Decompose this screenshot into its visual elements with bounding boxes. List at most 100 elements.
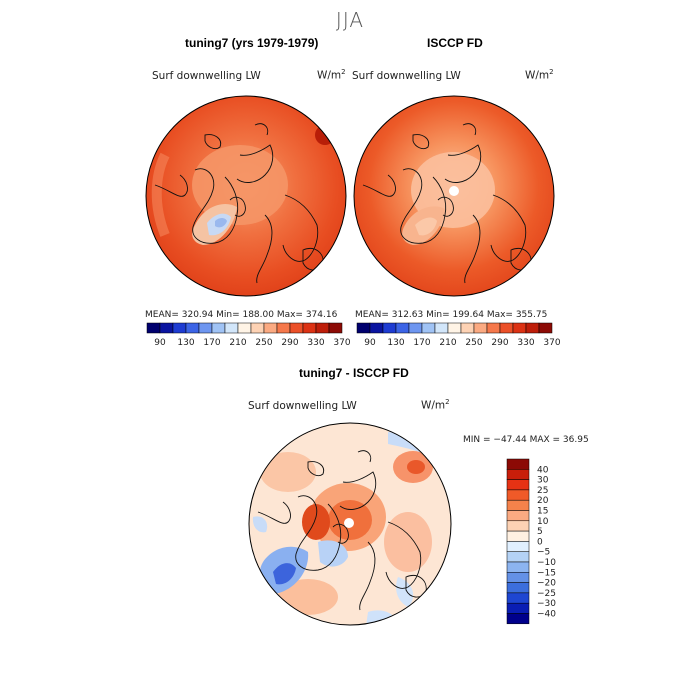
colorbar-tick-label: 130 [177,338,194,348]
colorbar-swatch [172,322,187,334]
panel2-stats: MEAN= 312.63 Min= 199.64 Max= 355.75 [355,310,548,320]
panel2-units: W/m2 [525,68,554,82]
colorbar-swatch [506,541,530,552]
colorbar-swatch [224,322,239,334]
colorbar-swatch [250,322,265,334]
diff-title: tuning7 - ISCCP FD [299,366,409,380]
panel1-colorbar: 90 130 170 210 250 290 330 370 [146,322,351,348]
colorbar-swatch [263,322,278,334]
colorbar-tick-label: 15 [537,507,548,517]
colorbar-tick-label: 250 [255,338,272,348]
colorbar-swatch [315,322,330,334]
colorbar-swatch [473,322,488,334]
panel2-title: ISCCP FD [427,36,483,50]
colorbar-tick-label: 0 [537,537,543,547]
colorbar-swatch [506,458,530,470]
colorbar-swatch [506,582,530,594]
colorbar-tick-label: 370 [543,338,560,348]
colorbar-swatch [486,322,501,334]
colorbar-tick-label: 40 [537,465,549,475]
panel2-colorbar-labels: 90 130 170 210 250 290 330 370 [364,338,561,348]
panel2-colorbar-boxes [356,322,553,334]
panel2-map [353,95,555,297]
diff-field-label: Surf downwelling LW [248,400,357,412]
colorbar-tick-label: 170 [203,338,220,348]
colorbar-tick-label: −30 [537,599,556,609]
panel2-pole-hole [449,186,459,196]
colorbar-tick-label: 290 [281,338,298,348]
colorbar-swatch [289,322,304,334]
colorbar-swatch [382,322,397,334]
colorbar-swatch [395,322,410,334]
panel2-colorbar: 90 130 170 210 250 290 330 370 [356,322,561,348]
colorbar-swatch [506,613,530,625]
colorbar-swatch [447,322,462,334]
colorbar-tick-label: 5 [537,527,543,537]
colorbar-tick-label: 90 [364,338,376,348]
colorbar-swatch [460,322,475,334]
colorbar-tick-label: 90 [154,338,166,348]
colorbar-swatch [499,322,514,334]
colorbar-swatch [525,322,540,334]
colorbar-swatch [506,530,530,542]
panel1-title: tuning7 (yrs 1979-1979) [185,36,319,50]
colorbar-tick-label: 170 [413,338,430,348]
colorbar-swatch [159,322,174,334]
colorbar-swatch [506,499,530,511]
panel1-stats: MEAN= 320.94 Min= 188.00 Max= 374.16 [145,310,338,320]
colorbar-swatch [506,602,530,614]
colorbar-swatch [328,322,343,334]
panel1-field-label: Surf downwelling LW [152,70,261,82]
colorbar-swatch [421,322,436,334]
diff-minmax: MIN = −47.44 MAX = 36.95 [463,435,589,445]
colorbar-swatch [211,322,226,334]
colorbar-swatch [198,322,213,334]
season-title: JJA [335,8,365,32]
colorbar-swatch [506,561,530,573]
colorbar-swatch [302,322,317,334]
colorbar-tick-label: 30 [537,476,549,486]
colorbar-tick-label: 10 [537,517,549,527]
colorbar-swatch [185,322,200,334]
colorbar-swatch [506,479,530,491]
colorbar-swatch [408,322,423,334]
panel1-map [145,95,347,297]
colorbar-tick-label: 370 [333,338,350,348]
diff-units: W/m2 [421,398,450,412]
colorbar-tick-label: 250 [465,338,482,348]
colorbar-swatch [506,520,530,532]
panel2-field-label: Surf downwelling LW [352,70,461,82]
colorbar-tick-label: −25 [537,589,556,599]
colorbar-swatch [237,322,252,334]
colorbar-swatch [434,322,449,334]
colorbar-swatch [506,469,530,480]
colorbar-swatch [369,322,384,334]
colorbar-swatch [276,322,291,334]
diff-colorbar-boxes [506,458,530,625]
colorbar-swatch [506,510,530,522]
colorbar-tick-label: −15 [537,568,556,578]
colorbar-swatch [356,322,371,334]
colorbar-swatch [538,322,553,334]
colorbar-tick-label: 330 [517,338,534,348]
colorbar-tick-label: 25 [537,486,548,496]
diff-pole-hole [344,518,354,528]
panel1-colorbar-boxes [146,322,343,334]
colorbar-tick-label: 210 [229,338,246,348]
colorbar-tick-label: 20 [537,496,549,506]
colorbar-tick-label: 290 [491,338,508,348]
colorbar-swatch [506,592,530,604]
colorbar-tick-label: −20 [537,579,556,589]
colorbar-swatch [506,551,530,563]
diff-map [248,422,452,626]
panel1-colorbar-labels: 90 130 170 210 250 290 330 370 [154,338,351,348]
colorbar-swatch [146,322,161,334]
colorbar-swatch [506,572,530,583]
colorbar-tick-label: 210 [439,338,456,348]
colorbar-swatch [512,322,527,334]
colorbar-tick-label: 330 [307,338,324,348]
colorbar-swatch [506,489,530,501]
colorbar-tick-label: −40 [537,610,556,620]
